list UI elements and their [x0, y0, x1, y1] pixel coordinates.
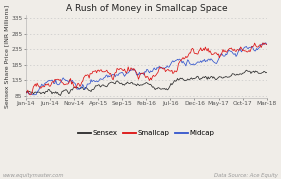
Sensex	[265, 72, 268, 74]
Smallcap	[255, 46, 258, 48]
Text: www.equitymaster.com: www.equitymaster.com	[3, 173, 64, 178]
Midcap	[31, 94, 34, 96]
Midcap	[24, 91, 28, 94]
Smallcap	[28, 94, 31, 96]
Midcap	[60, 80, 63, 82]
Smallcap	[265, 43, 268, 46]
Smallcap	[24, 91, 28, 94]
Smallcap	[126, 70, 129, 72]
Legend: Sensex, Smallcap, Midcap: Sensex, Smallcap, Midcap	[75, 128, 217, 139]
Sensex	[24, 92, 28, 94]
Line: Smallcap: Smallcap	[26, 43, 267, 95]
Title: A Rush of Money in Smallcap Space: A Rush of Money in Smallcap Space	[65, 4, 227, 13]
Midcap	[126, 72, 129, 74]
Y-axis label: Sensex Share Price [INR Millions]: Sensex Share Price [INR Millions]	[4, 5, 9, 108]
Midcap	[264, 42, 268, 44]
Sensex	[219, 76, 223, 78]
Text: Data Source: Ace Equity: Data Source: Ace Equity	[214, 173, 278, 178]
Line: Midcap: Midcap	[26, 43, 267, 95]
Smallcap	[126, 66, 130, 68]
Midcap	[265, 43, 268, 46]
Midcap	[54, 79, 57, 81]
Midcap	[126, 72, 130, 74]
Midcap	[255, 47, 258, 50]
Smallcap	[60, 81, 63, 83]
Smallcap	[219, 54, 223, 56]
Midcap	[219, 53, 223, 55]
Line: Sensex: Sensex	[26, 70, 267, 96]
Smallcap	[54, 79, 57, 81]
Sensex	[53, 92, 56, 94]
Sensex	[126, 82, 130, 84]
Sensex	[60, 92, 63, 95]
Sensex	[244, 69, 248, 71]
Sensex	[59, 95, 62, 97]
Sensex	[256, 71, 259, 73]
Smallcap	[261, 42, 265, 44]
Sensex	[126, 81, 129, 83]
